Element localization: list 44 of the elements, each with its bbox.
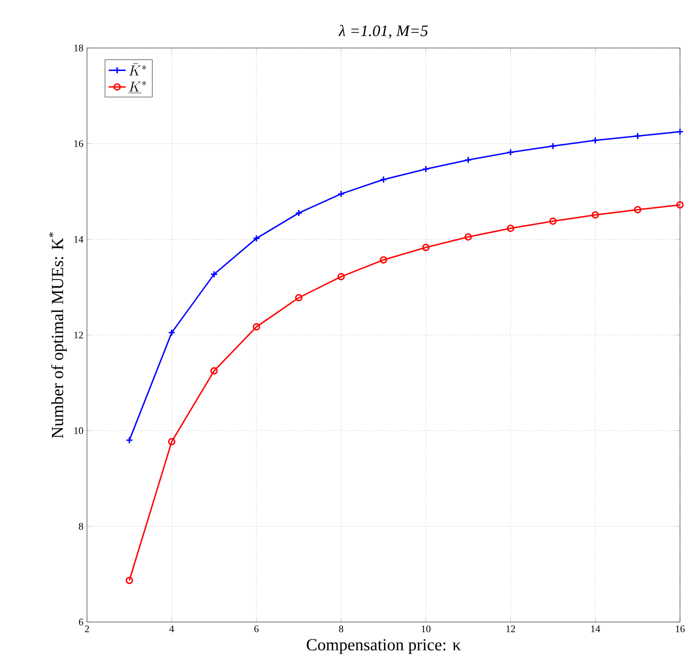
x-tick-label: 2 [84,626,89,632]
x-tick-label: 14 [591,626,600,632]
point [634,206,642,214]
legend-label: $\underline{K}^*$ [128,80,146,93]
y-tick-label: 8 [78,522,84,530]
y-axis-title: Number of optimal MUEs: K$^{*}$ [49,232,67,438]
x-tick-label: 4 [169,626,174,632]
x-axis-title: Compensation price: κ [306,639,461,654]
point [252,234,260,242]
point [634,132,642,140]
y-tick-label: 6 [78,618,84,626]
x-tick-label: 16 [676,626,685,632]
point [549,142,557,150]
point [295,294,302,302]
x-tick-label: 12 [506,626,516,632]
point [210,367,218,375]
point [422,165,430,173]
x-tick-label: 8 [339,626,344,632]
y-tick-label: 18 [74,44,84,52]
point [464,156,472,164]
point [168,328,176,336]
y-tick-label: 14 [74,236,84,243]
point [380,176,388,184]
y-tick-label: 16 [74,140,84,148]
point [337,272,345,280]
point [506,148,514,156]
point [295,209,302,217]
legend-label: $\bar{K}^*$ [129,63,146,76]
y-tick-label: 12 [74,332,83,338]
point [380,256,388,264]
point [549,217,557,225]
point [252,323,260,331]
chart-title: λ =1.01, M=5 [338,24,428,38]
point [210,270,218,278]
x-tick-label: 6 [254,626,259,632]
point [168,438,176,446]
point [422,244,430,252]
point [592,136,599,144]
point [464,233,472,241]
point [506,224,514,232]
x-tick-label: 10 [422,626,430,632]
point [592,211,599,219]
point [337,190,345,198]
y-tick-label: 10 [74,427,84,434]
